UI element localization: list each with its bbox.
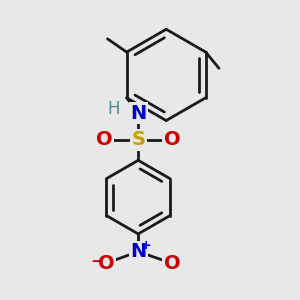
- Text: −: −: [90, 254, 103, 268]
- Text: O: O: [164, 130, 180, 149]
- Text: N: N: [130, 104, 146, 123]
- Text: O: O: [98, 254, 114, 273]
- Text: O: O: [164, 254, 180, 273]
- Text: S: S: [131, 130, 145, 149]
- Text: O: O: [96, 130, 113, 149]
- Text: H: H: [107, 100, 119, 118]
- Text: +: +: [140, 238, 151, 252]
- Text: N: N: [130, 242, 146, 261]
